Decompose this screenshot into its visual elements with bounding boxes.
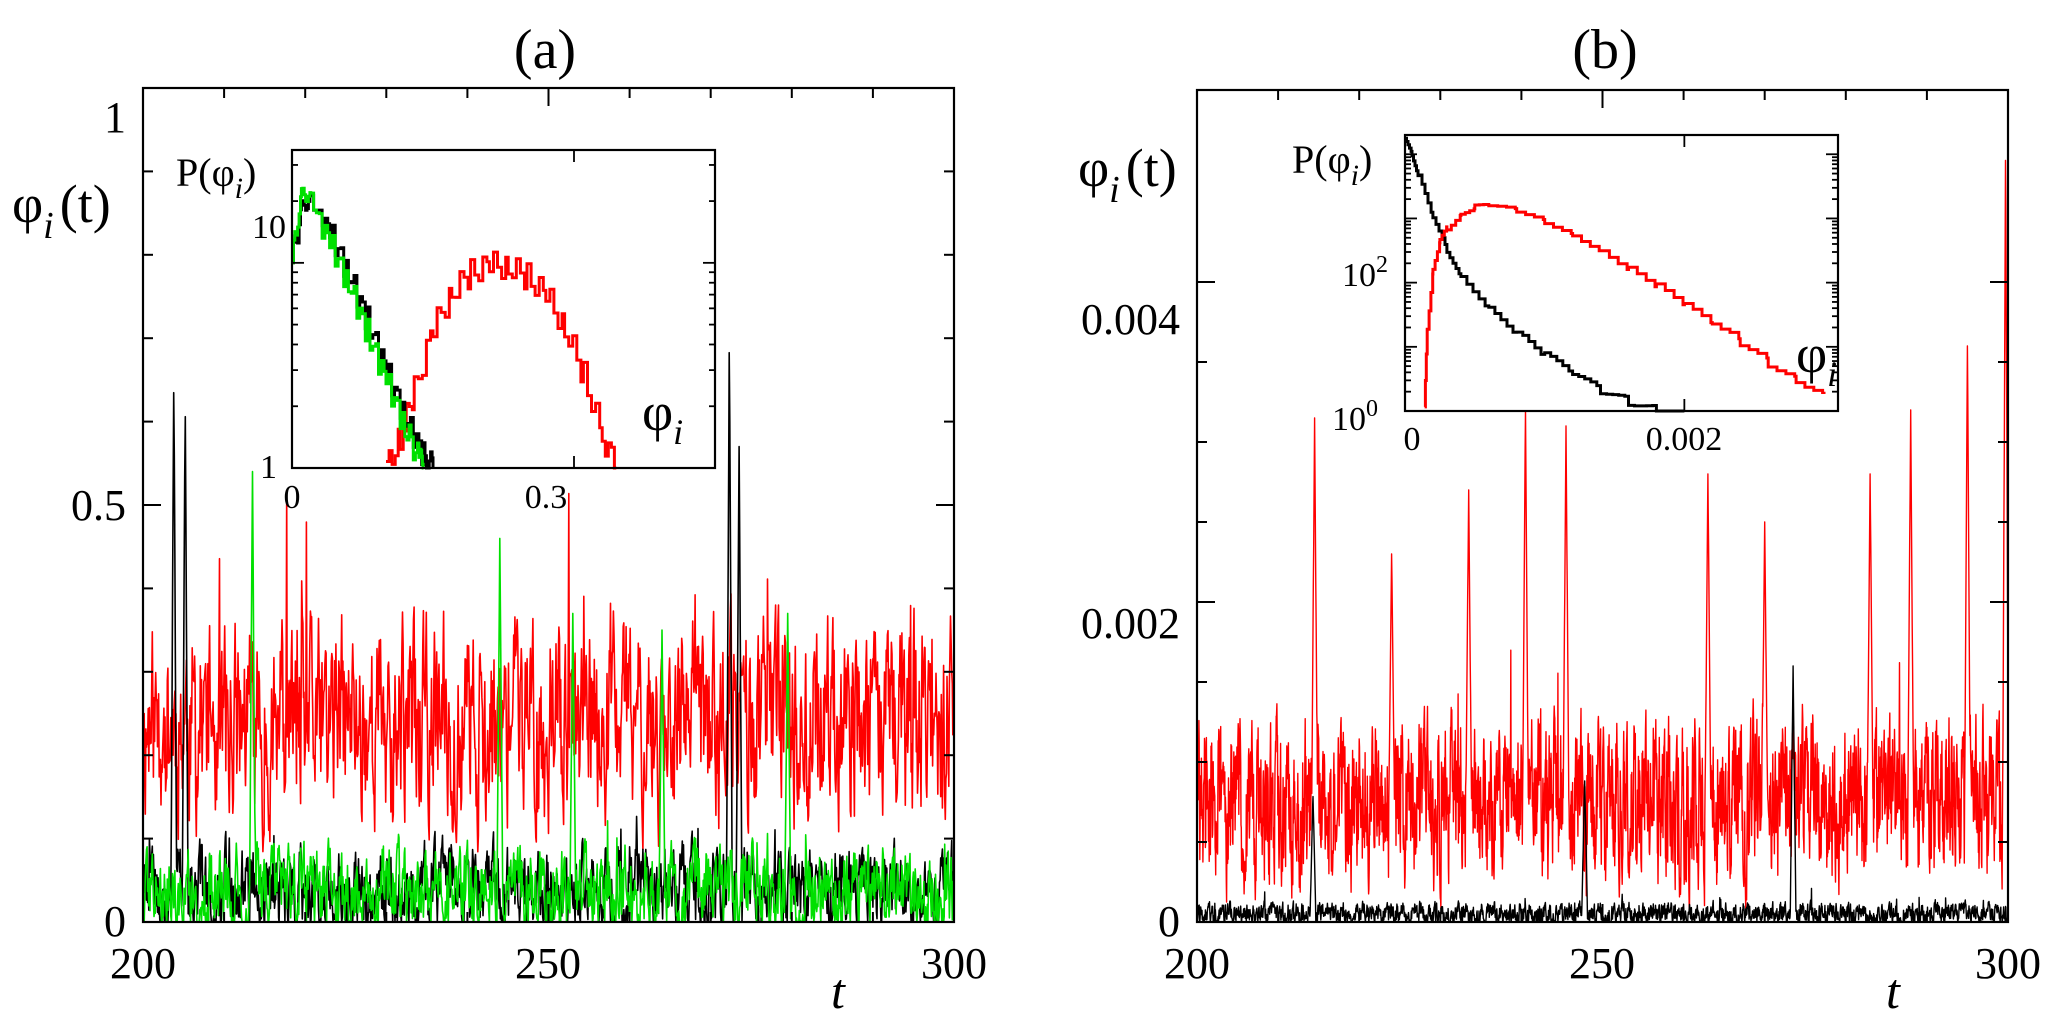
panel-b-inset-ytick-10e2: 102 [1342, 252, 1388, 294]
panel-b-ytick-0-002: 0.002 [1081, 599, 1180, 648]
panel-a-inset-ytick-10: 10 [252, 209, 286, 246]
panel-b-inset-ylabel: P(φi) [1292, 137, 1372, 192]
panel-b-inset-hist-red [1423, 203, 1826, 409]
panel-a: (a) 200 250 300 0 0.5 1 t φi (t) 0 0.3 1 … [12, 19, 987, 1019]
panel-b-inset-xlabel-sub: i [1827, 354, 1837, 394]
panel-a-ylabel-sub: i [43, 205, 54, 247]
panel-a-inset-ylabel-main: P(φ [176, 150, 235, 195]
panel-a-series-red [142, 489, 955, 853]
panel-b-xlabel: t [1886, 963, 1901, 1019]
panel-a-inset-ylabel-sub: i [235, 172, 243, 205]
panel-b-inset-xlabel: φi [1796, 324, 1837, 394]
panel-a-inset-xlabel-main: φ [642, 382, 673, 442]
panel-b-xtick-300: 300 [1975, 939, 2041, 988]
panel-a-inset: 0 0.3 1 10 P(φi) φi [176, 148, 717, 516]
panel-a-inset-xlabel: φi [642, 382, 683, 452]
panel-a-ylabel-main: φ [12, 174, 43, 234]
panel-a-inset-ytick-1: 1 [260, 449, 277, 486]
panel-b-inset-xtick-0-002: 0.002 [1646, 421, 1723, 458]
panel-a-inset-xlabel-sub: i [673, 412, 683, 452]
panel-b-inset-ylabel-tail: ) [1359, 137, 1372, 182]
panel-b-inset-xlabel-main: φ [1796, 324, 1827, 384]
panel-b-inset-xtick-0: 0 [1404, 421, 1421, 458]
panel-a-ytick-0: 0 [104, 897, 126, 946]
panel-b-ylabel: φi (t) [1078, 138, 1177, 211]
panel-b-inset-ytick-10e0: 100 [1332, 396, 1378, 438]
panel-a-inset-xtick-0: 0 [284, 479, 301, 516]
panel-a-inset-hist-red [386, 250, 617, 470]
panel-b-ytick-0-004: 0.004 [1081, 295, 1180, 344]
panel-b-inset-ylabel-main: P(φ [1292, 137, 1351, 182]
panel-b-minor-ticks [1196, 90, 2009, 923]
panel-a-line-red [142, 489, 955, 853]
panel-b-title: (b) [1572, 19, 1637, 81]
panel-a-minor-ticks [142, 87, 955, 923]
panel-b-inset-ytick-10e0-sup: 0 [1366, 396, 1378, 422]
panel-b-inset-ytick-10e0-base: 10 [1332, 401, 1366, 438]
panel-b-ylabel-sub: i [1109, 169, 1120, 211]
panel-a-title: (a) [514, 19, 576, 81]
panel-b-line-red [1196, 159, 2009, 912]
panel-a-ylabel-tail: (t) [60, 174, 111, 234]
panel-b-xtick-200: 200 [1164, 939, 1230, 988]
panel-a-inset-xtick-0-3: 0.3 [525, 479, 568, 516]
panel-b-ytick-0: 0 [1158, 897, 1180, 946]
panel-b-xtick-250: 250 [1569, 939, 1635, 988]
panel-a-inset-hist-green [291, 186, 425, 470]
panel-a-ytick-1: 1 [104, 93, 126, 142]
panel-a-ytick-0-5: 0.5 [71, 481, 126, 530]
panel-b-inset-ticks [1404, 135, 1838, 412]
panel-b-inset-frame [1403, 133, 1840, 413]
panel-a-xlabel: t [831, 963, 846, 1019]
panel-a-inset-ylabel-tail: ) [243, 150, 256, 195]
panel-b-inset-ytick-10e2-base: 10 [1342, 257, 1376, 294]
panel-b-inset-ytick-10e2-sup: 2 [1376, 252, 1388, 278]
panel-a-ylabel: φi (t) [12, 174, 111, 247]
panel-a-inset-ticks [291, 150, 715, 469]
panel-b-inset-bg [1405, 135, 1838, 411]
panel-b-series-red [1196, 159, 2009, 912]
panel-b-inset-ylabel-sub: i [1351, 159, 1359, 192]
panel-b-inset: 0 0.002 100 102 P(φi) φi [1292, 133, 1840, 458]
panel-a-xtick-200: 200 [110, 939, 176, 988]
panel-a-inset-ylabel: P(φi) [176, 150, 256, 205]
panel-b-ylabel-tail: (t) [1126, 138, 1177, 198]
panel-a-xtick-300: 300 [921, 939, 987, 988]
panel-b-inset-hist-black [1405, 136, 1685, 413]
panel-a-xtick-250: 250 [515, 939, 581, 988]
panel-b: (b) 200 250 300 0 0.002 0.004 t φi (t) 0 … [1078, 19, 2041, 1019]
panel-b-ylabel-main: φ [1078, 138, 1109, 198]
